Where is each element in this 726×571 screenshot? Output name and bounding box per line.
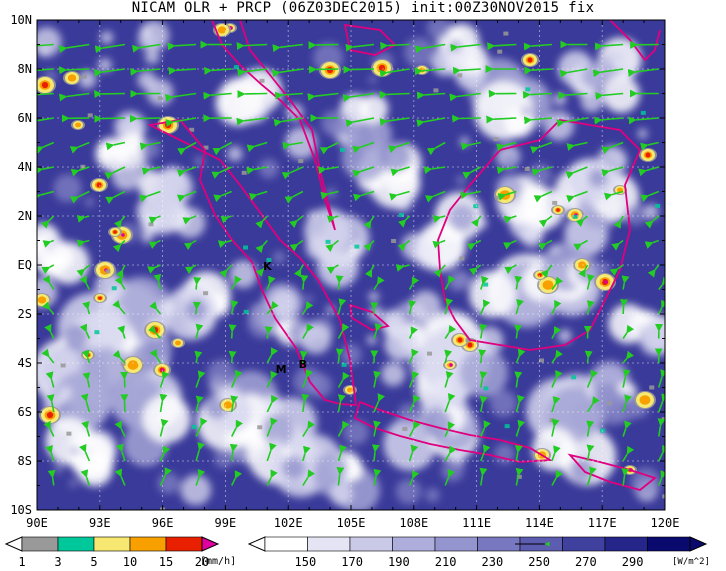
lat-label-6S: 6S: [17, 405, 32, 419]
lat-label-6N: 6N: [17, 111, 32, 125]
precip-cb-label: 10: [122, 555, 138, 569]
olr-cb-label: 170: [341, 555, 363, 569]
olr-cb-label: 230: [481, 555, 504, 569]
station-label-1: M: [276, 363, 287, 376]
olr-cb-swatch-2: [349, 536, 393, 552]
lat-label-4N: 4N: [17, 160, 32, 174]
lon-label-105E: 105E: [336, 516, 366, 530]
coastline-borneo: [437, 119, 642, 351]
precipitation-colorbar: [4, 536, 220, 552]
coastline-malay-peninsula: [211, 20, 336, 231]
coastline-sumatra: [147, 119, 358, 406]
lat-label-4S: 4S: [17, 356, 32, 370]
lat-label-8S: 8S: [17, 454, 32, 468]
olr-cb-label: 290: [621, 555, 644, 569]
lon-label-93E: 93E: [88, 516, 111, 530]
olr-cb-swatch-1: [307, 536, 351, 552]
lon-label-90E: 90E: [26, 516, 48, 530]
precip-cb-swatch-3: [129, 536, 167, 552]
olr-cb-swatch-7: [562, 536, 606, 552]
station-labels: K M B: [263, 260, 307, 376]
olr-cb-swatch-3: [392, 536, 436, 552]
coastline-ne: [609, 20, 661, 62]
olr-cb-swatch-5: [477, 536, 521, 552]
precip-cb-swatch-0: [21, 536, 59, 552]
precip-cb-left-tri: [4, 536, 23, 552]
olr-cb-swatch-4: [434, 536, 478, 552]
olr-cb-unit: [W/m^2]: [672, 557, 710, 567]
olr-cb-swatch-9: [647, 536, 691, 552]
olr-cb-left-tri: [247, 536, 266, 552]
station-label-0: K: [263, 260, 272, 273]
lon-label-99E: 99E: [214, 516, 237, 530]
precip-cb-label: 15: [158, 555, 174, 569]
lat-label-10N: 10N: [10, 13, 32, 27]
precip-cb-label: 5: [90, 555, 98, 569]
olr-cb-label: 210: [434, 555, 457, 569]
lat-label-2N: 2N: [17, 209, 32, 223]
lon-label-114E: 114E: [524, 516, 554, 530]
precip-cb-right-tri: [201, 536, 220, 552]
olr-cb-label: 150: [294, 555, 317, 569]
olr-cb-label: 270: [575, 555, 597, 569]
lat-label-EQ: EQ: [17, 258, 32, 272]
lat-lon-grid: [37, 20, 665, 510]
precip-cb-unit: [mm/h]: [200, 556, 237, 567]
figure-title: NICAM OLR + PRCP (06Z03DEC2015) init:00Z…: [131, 0, 595, 16]
lat-label-10S: 10S: [10, 503, 32, 517]
olr-cb-swatch-0: [264, 536, 308, 552]
precip-cb-label: 1: [18, 555, 26, 569]
lon-label-108E: 108E: [399, 516, 429, 530]
precip-cb-swatch-1: [57, 536, 95, 552]
precip-cb-swatch-4: [165, 536, 203, 552]
lat-label-8N: 8N: [17, 62, 32, 76]
precip-cb-label: 3: [54, 555, 62, 569]
precipitation-cells: [37, 23, 665, 510]
coastline-java: [353, 400, 553, 463]
olr-cb-right-tri: [689, 536, 708, 552]
lat-label-2S: 2S: [17, 307, 32, 321]
axis-ticks: [36, 19, 666, 511]
olr-colorbar: [247, 536, 708, 552]
olr-cloud-field: [37, 20, 665, 510]
olr-cb-label: 250: [528, 555, 550, 569]
lon-label-96E: 96E: [151, 516, 174, 530]
wind-vectors: [37, 40, 665, 486]
lon-label-117E: 117E: [587, 516, 617, 530]
precip-cb-swatch-2: [93, 536, 131, 552]
lon-label-120E: 120E: [650, 516, 680, 530]
lon-label-111E: 111E: [462, 516, 492, 530]
lon-label-102E: 102E: [273, 516, 303, 530]
olr-cb-swatch-8: [604, 536, 648, 552]
olr-cb-label: 190: [388, 555, 410, 569]
station-label-2: B: [299, 358, 307, 371]
precip-cb-label: 20: [194, 555, 210, 569]
